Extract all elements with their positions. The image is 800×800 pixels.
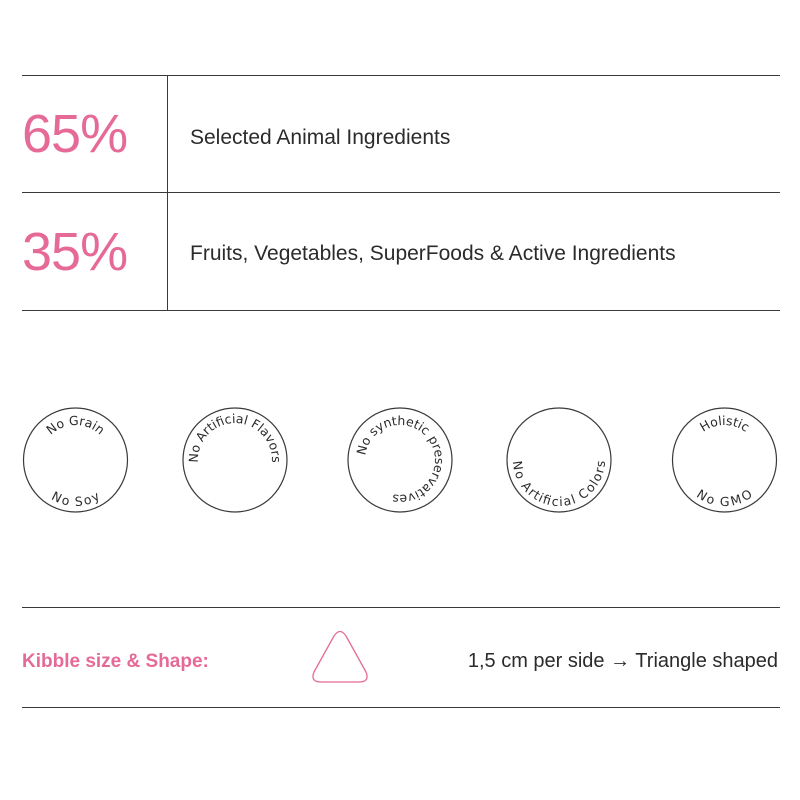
badge-bottom-text: No GMO: [694, 486, 755, 509]
composition-label: Selected Animal Ingredients: [190, 126, 451, 149]
kibble-description: 1,5 cm per side → Triangle shaped: [467, 650, 778, 672]
svg-text:No Artificial Colors: No Artificial Colors: [510, 460, 608, 509]
svg-text:No synthetic preservatives: No synthetic preservatives: [353, 413, 447, 507]
composition-label: Fruits, Vegetables, SuperFoods & Active …: [190, 242, 676, 265]
feature-badges: No Grain No Soy No Artificial Flavors No…: [22, 407, 778, 513]
divider-kibble-bottom: [22, 707, 780, 708]
badge-no-grain-no-soy: No Grain No Soy: [22, 407, 129, 513]
badge-bottom-text: No Artificial Colors: [510, 460, 608, 509]
badge-no-artificial-flavors: No Artificial Flavors: [182, 407, 288, 513]
badge-top-text: Holistic: [697, 413, 752, 435]
divider-composition-bottom: [22, 310, 780, 311]
composition-percent: 65%: [22, 104, 128, 164]
badge-top-text: No Artificial Flavors: [186, 411, 284, 463]
svg-text:No GMO: No GMO: [694, 486, 755, 509]
badge-holistic-no-gmo: Holistic No GMO: [671, 407, 778, 513]
divider-kibble-top: [22, 607, 780, 608]
divider-composition-middle: [22, 192, 780, 193]
divider-composition-vertical: [167, 75, 168, 310]
badge-top-text: No Grain: [43, 413, 108, 438]
badge-top-text: No synthetic preservatives: [353, 413, 447, 507]
composition-percent: 35%: [22, 222, 128, 282]
svg-text:Holistic: Holistic: [697, 413, 752, 435]
kibble-label: Kibble size & Shape:: [22, 651, 209, 672]
badge-no-artificial-colors: No Artificial Colors: [506, 407, 612, 513]
badge-no-synthetic-preservatives: No synthetic preservatives: [347, 407, 453, 513]
divider-top: [22, 75, 780, 76]
svg-text:No Soy: No Soy: [49, 488, 102, 509]
badge-bottom-text: No Soy: [49, 488, 102, 509]
svg-text:No Grain: No Grain: [43, 413, 108, 438]
triangle-icon: [312, 630, 368, 683]
svg-text:No Artificial Flavors: No Artificial Flavors: [186, 411, 284, 463]
